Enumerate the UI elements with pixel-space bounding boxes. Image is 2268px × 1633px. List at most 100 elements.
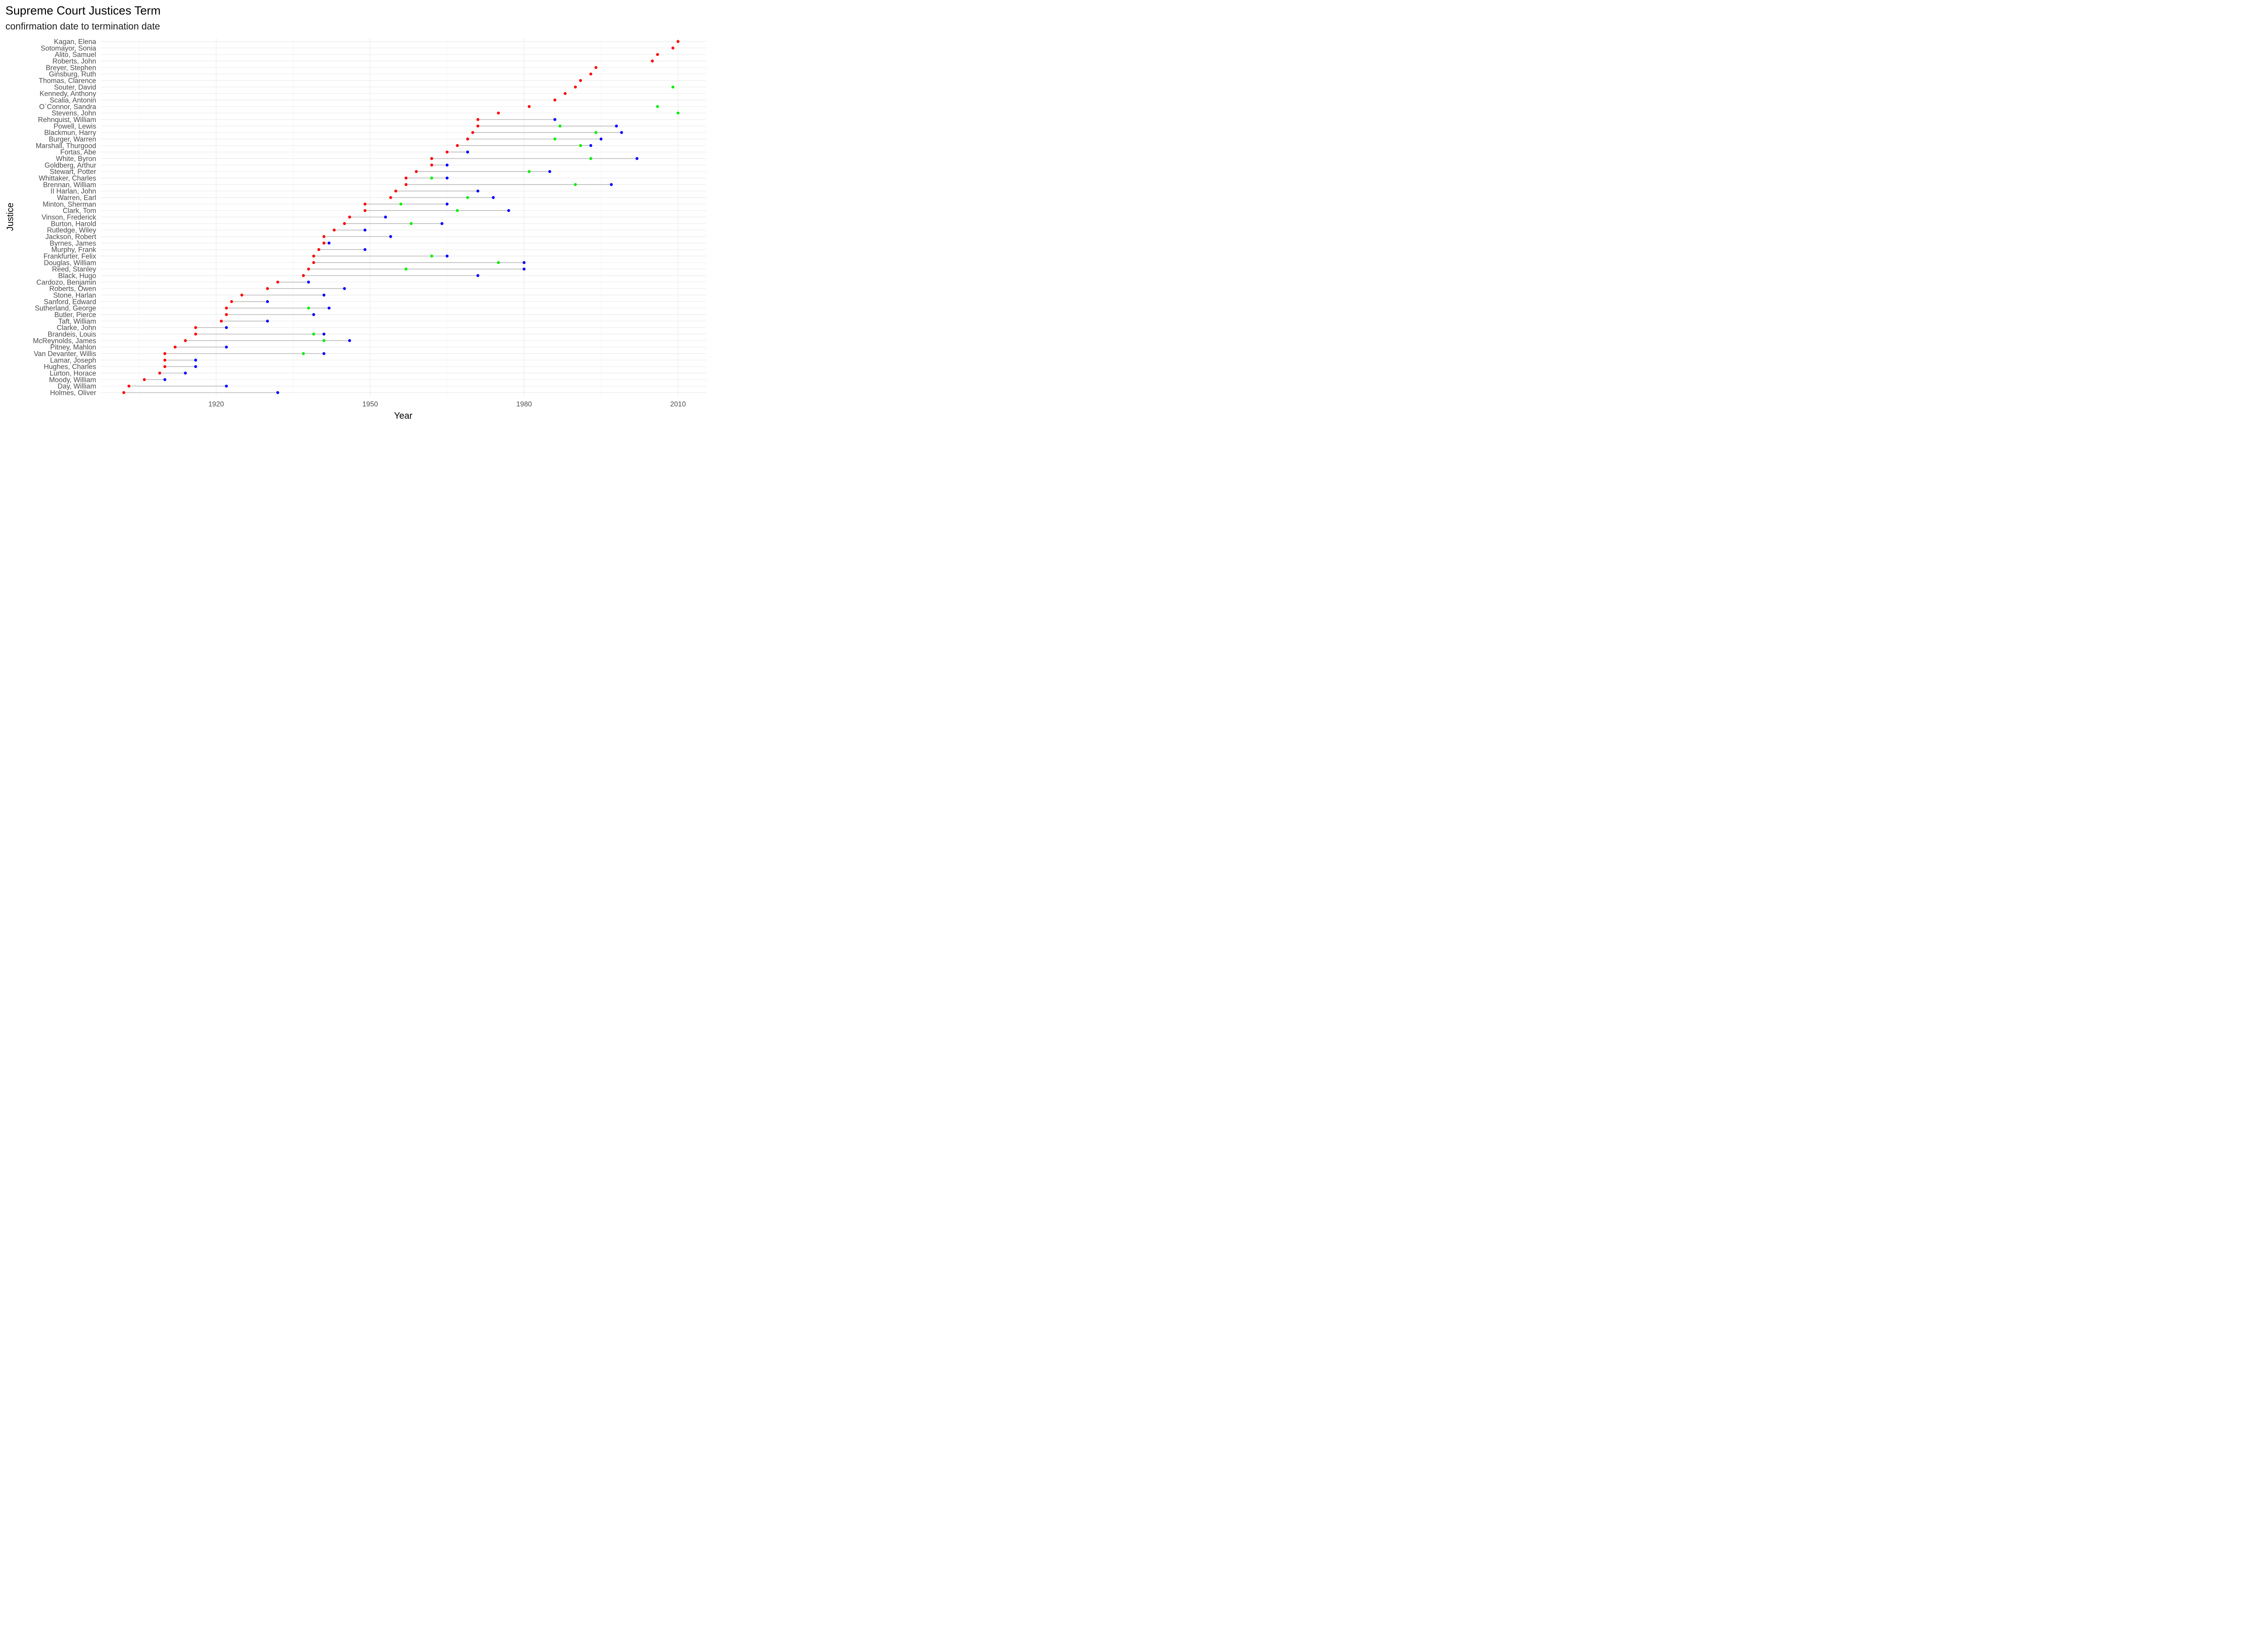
y-tick-label: Alito, Samuel [55,51,96,59]
y-tick-label: Fortas, Abe [60,149,96,156]
y-tick-label: Clarke, John [57,324,96,332]
confirmation-point [158,372,161,375]
termination-point [348,339,351,342]
middle-point [497,261,500,264]
termination-point [322,293,326,297]
y-tick-label: Sanford, Edward [44,298,96,306]
y-tick-label: Goldberg, Arthur [44,161,96,169]
termination-point [599,137,603,141]
middle-point [466,196,469,199]
confirmation-point [343,222,346,225]
termination-point [553,118,557,121]
y-tick-label: Stewart, Potter [49,168,96,176]
confirmation-point [651,59,654,63]
confirmation-point [676,40,679,43]
y-tick-label: Lurton, Horace [49,370,96,377]
y-tick-label: Powell, Lewis [54,122,96,130]
confirmation-point [671,46,675,50]
y-tick-label: Breyer, Stephen [46,64,96,72]
confirmation-point [194,326,197,329]
termination-point [635,157,639,160]
termination-point [266,319,269,323]
confirmation-point [163,365,166,368]
confirmation-point [322,241,326,245]
confirmation-point [456,144,459,147]
x-tick-labels: 1920 1950 1980 2010 [208,401,686,408]
middle-point [528,170,531,173]
x-tick-label: 1920 [208,401,224,408]
middle-point [456,209,459,212]
termination-point [312,313,315,316]
y-tick-label: Stevens, John [52,110,96,117]
confirmation-point [220,319,223,323]
middle-point [589,157,592,160]
y-tick-label: Vinson, Frederick [42,214,97,221]
confirmation-point [312,261,315,264]
y-tick-label: Kennedy, Anthony [39,90,96,98]
y-tick-label: White, Byron [56,155,96,163]
confirmation-point [528,105,531,108]
confirmation-point [127,384,131,388]
termination-point [492,196,495,199]
confirmation-point [404,183,408,186]
confirmation-point [656,53,659,56]
y-tick-label: II Harlan, John [50,188,96,196]
termination-point [163,378,166,381]
confirmation-point [225,306,228,310]
middle-point [553,137,557,141]
y-tick-label: Roberts, John [53,58,97,65]
termination-point [363,248,367,251]
middle-point [594,131,597,134]
middle-point [558,124,562,128]
y-tick-label: Scalia, Antonin [49,97,96,104]
termination-point [476,189,479,193]
y-tick-label: Souter, David [54,83,96,91]
y-tick-label: Clark, Tom [63,207,96,215]
termination-point [327,306,331,310]
termination-point [476,274,479,277]
y-tick-label: Byrnes, James [49,240,96,247]
confirmation-point [404,176,408,180]
y-tick-label: Rehnquist, William [38,116,96,124]
y-tick-label: Van Devanter, Willis [34,350,96,358]
confirmation-point [173,345,177,349]
confirmation-point [476,118,479,121]
y-tick-label: Kagan, Elena [54,38,96,46]
confirmation-point [394,189,397,193]
confirmation-point [122,391,126,394]
confirmation-point [553,98,557,102]
termination-point [343,287,346,290]
termination-point [225,384,228,388]
termination-point [440,222,444,225]
y-tick-label: Reed, Stanley [52,266,97,274]
confirmation-point [317,248,321,251]
confirmation-point [415,170,418,173]
y-tick-label: Hughes, Charles [44,363,97,371]
termination-point [322,352,326,355]
middle-point [322,339,326,342]
termination-point [322,332,326,336]
middle-point [430,176,433,180]
termination-point [194,365,197,368]
y-tick-label: O`Connor, Sandra [39,103,96,111]
termination-point [610,183,613,186]
x-tick-label: 1980 [516,401,532,408]
confirmation-point [430,163,433,167]
y-tick-label: Rutledge, Wiley [47,227,96,235]
x-axis-title: Year [394,411,413,421]
y-tick-label: Jackson, Robert [45,233,97,241]
y-tick-label: Frankfurter, Felix [44,253,97,260]
termination-point [225,326,228,329]
middle-point [312,332,315,336]
termination-point [445,176,449,180]
chart-title: Supreme Court Justices Term [5,4,161,17]
termination-point [445,163,449,167]
y-tick-label: Butler, Pierce [54,311,96,319]
y-tick-label: Thomas, Clarence [39,77,96,85]
x-tick-label: 1950 [362,401,378,408]
confirmation-point [240,293,244,297]
y-tick-label: Roberts, Owen [49,285,96,293]
confirmation-point [430,157,433,160]
y-tick-label: Moody, William [49,376,96,384]
confirmation-point [497,111,500,115]
